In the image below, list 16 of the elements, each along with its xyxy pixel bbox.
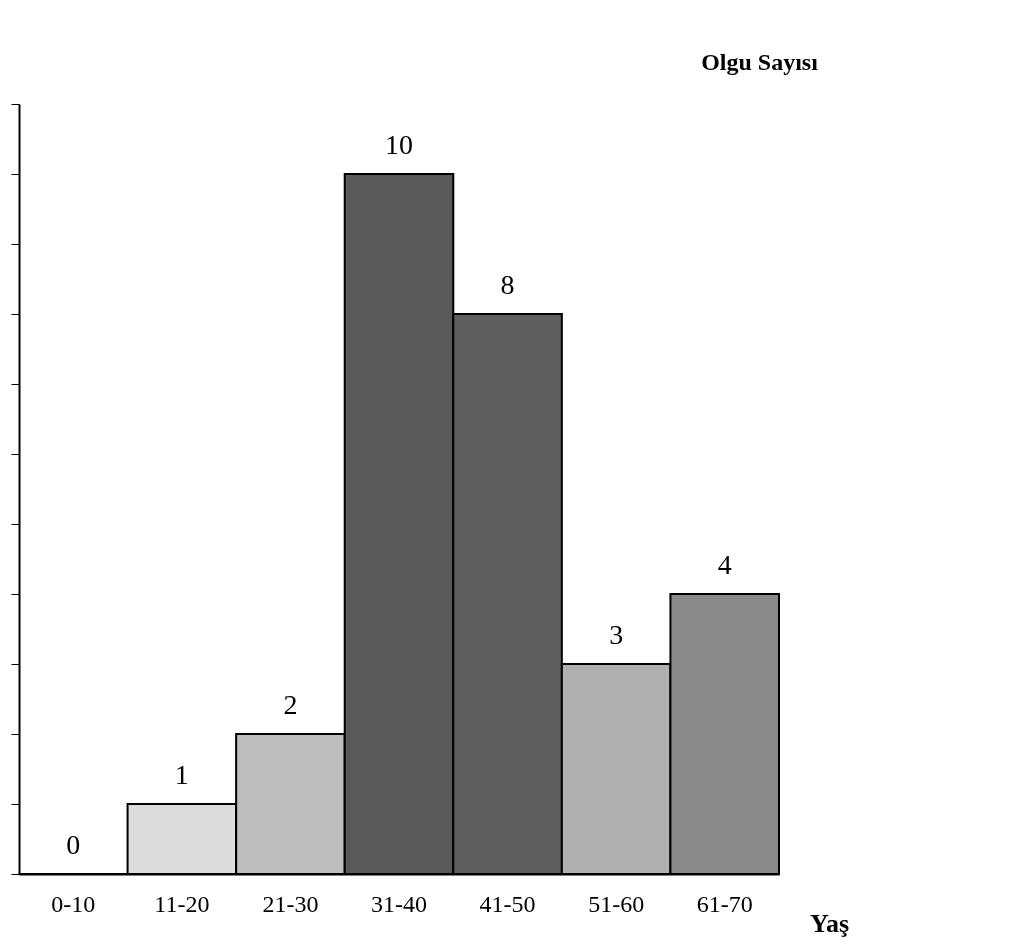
data-label: 1 xyxy=(174,759,189,790)
data-label: 0 xyxy=(66,829,81,860)
y-axis-title: Olgu Sayısı xyxy=(701,48,819,75)
data-label: 8 xyxy=(500,269,515,300)
x-tick-label: 0-10 xyxy=(51,890,96,917)
x-tick-label: 11-20 xyxy=(154,890,210,917)
x-tick-label: 21-30 xyxy=(262,890,319,917)
data-label: 10 xyxy=(385,129,413,160)
x-tick-label: 31-40 xyxy=(371,890,427,917)
data-label: 3 xyxy=(609,619,624,650)
data-label: 4 xyxy=(717,549,732,580)
x-tick-label: 61-70 xyxy=(696,890,753,917)
x-tick-label: 41-50 xyxy=(479,890,536,917)
x-tick-label: 51-60 xyxy=(588,890,645,917)
x-axis-title: Yaş xyxy=(809,908,850,938)
data-label: 2 xyxy=(283,689,298,720)
